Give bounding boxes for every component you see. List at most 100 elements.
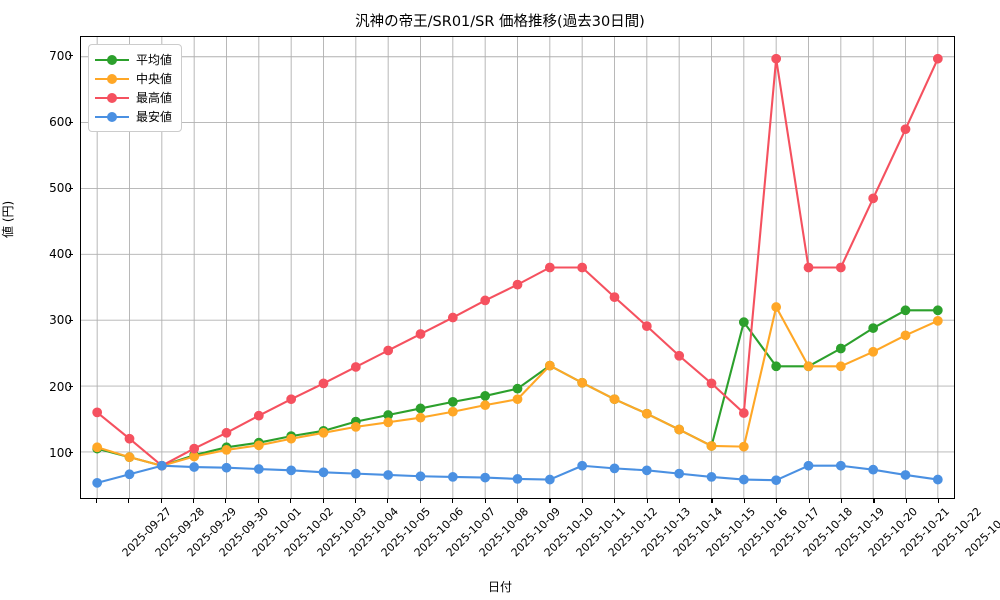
data-point <box>544 474 555 485</box>
data-point <box>447 396 458 407</box>
legend-label: 中央値 <box>136 72 173 86</box>
y-tick-mark <box>69 253 73 255</box>
data-point <box>900 470 911 480</box>
grid-lines <box>81 37 954 498</box>
legend-item-3[interactable]: 最高値 <box>95 88 172 107</box>
legend-marker-icon <box>95 91 129 105</box>
x-tick-mark <box>614 499 616 503</box>
legend-marker-icon <box>95 53 129 67</box>
data-point <box>706 472 717 482</box>
y-tick-label: 200 <box>49 379 72 394</box>
legend-item-1[interactable]: 平均値 <box>95 50 172 69</box>
data-point <box>577 377 588 388</box>
x-tick-mark <box>160 499 162 503</box>
x-tick-mark <box>873 499 875 503</box>
data-point <box>512 383 523 394</box>
data-point <box>609 463 620 474</box>
data-point <box>447 406 458 417</box>
data-point <box>253 464 264 474</box>
legend-label: 最高値 <box>136 91 173 105</box>
data-point <box>641 321 652 331</box>
data-point <box>383 417 394 428</box>
data-point <box>286 394 297 405</box>
y-tick-mark <box>69 121 73 123</box>
data-point <box>771 475 782 486</box>
data-point <box>674 468 685 479</box>
data-point <box>253 410 264 421</box>
data-point <box>512 279 523 290</box>
data-point <box>318 467 329 478</box>
chart-title: 汎神の帝王/SR01/SR 価格推移(過去30日間) <box>355 14 645 30</box>
x-tick-mark <box>938 499 940 503</box>
data-point <box>350 362 361 372</box>
data-point <box>221 427 232 438</box>
data-point <box>706 378 717 389</box>
data-point <box>900 305 911 316</box>
data-point <box>641 465 652 476</box>
data-point <box>318 378 329 389</box>
data-point <box>932 305 943 316</box>
x-tick-mark <box>743 499 745 503</box>
legend: 平均値中央値最高値最安値 <box>88 44 183 132</box>
plot-area <box>80 36 955 499</box>
x-tick-mark <box>808 499 810 503</box>
data-point <box>544 360 555 371</box>
data-point <box>932 53 943 64</box>
y-tick-label: 700 <box>49 48 72 63</box>
x-tick-mark <box>419 499 421 503</box>
data-point <box>803 262 814 273</box>
data-point <box>221 462 232 473</box>
y-tick-label: 500 <box>49 181 72 196</box>
data-point <box>383 345 394 356</box>
data-point <box>318 427 329 438</box>
x-tick-mark <box>549 499 551 503</box>
data-series-layer <box>92 53 943 488</box>
data-point <box>674 424 685 435</box>
data-point <box>92 477 103 488</box>
data-point <box>835 460 846 471</box>
data-point <box>124 469 135 480</box>
x-tick-mark <box>646 499 648 503</box>
legend-item-4[interactable]: 最安値 <box>95 107 172 126</box>
x-tick-mark <box>711 499 713 503</box>
y-tick-label: 600 <box>49 115 72 129</box>
data-point <box>868 346 879 357</box>
series-1 <box>92 305 943 471</box>
x-tick-mark <box>225 499 227 503</box>
x-tick-mark <box>841 499 843 503</box>
data-point <box>803 361 814 372</box>
data-point <box>286 433 297 444</box>
y-tick-mark <box>69 55 73 57</box>
series-3 <box>92 53 943 471</box>
x-tick-mark <box>387 499 389 503</box>
y-tick-label: 300 <box>49 313 72 328</box>
y-tick-mark <box>69 187 73 189</box>
data-point <box>868 323 879 333</box>
data-point <box>286 465 297 476</box>
legend-item-2[interactable]: 中央値 <box>95 69 172 88</box>
x-tick-mark <box>290 499 292 503</box>
data-point <box>738 441 749 452</box>
data-point <box>189 462 200 472</box>
y-tick-mark <box>69 452 73 454</box>
data-point <box>771 53 782 64</box>
x-tick-mark <box>192 499 195 503</box>
data-point <box>900 330 911 341</box>
data-point <box>512 474 523 484</box>
data-point <box>641 408 652 419</box>
data-point <box>447 312 458 323</box>
data-point <box>415 403 426 414</box>
x-tick-mark <box>257 499 259 503</box>
data-point <box>512 394 523 405</box>
data-point <box>900 124 911 135</box>
data-point <box>738 317 749 328</box>
data-point <box>350 421 361 432</box>
data-point <box>738 408 749 418</box>
data-point <box>835 343 846 354</box>
data-point <box>835 361 846 372</box>
x-tick-mark <box>354 499 357 503</box>
data-point <box>771 302 782 312</box>
y-axis-ticks: 100 200 300 400 500 600 700 <box>8 36 73 499</box>
legend-marker-icon <box>95 72 129 86</box>
